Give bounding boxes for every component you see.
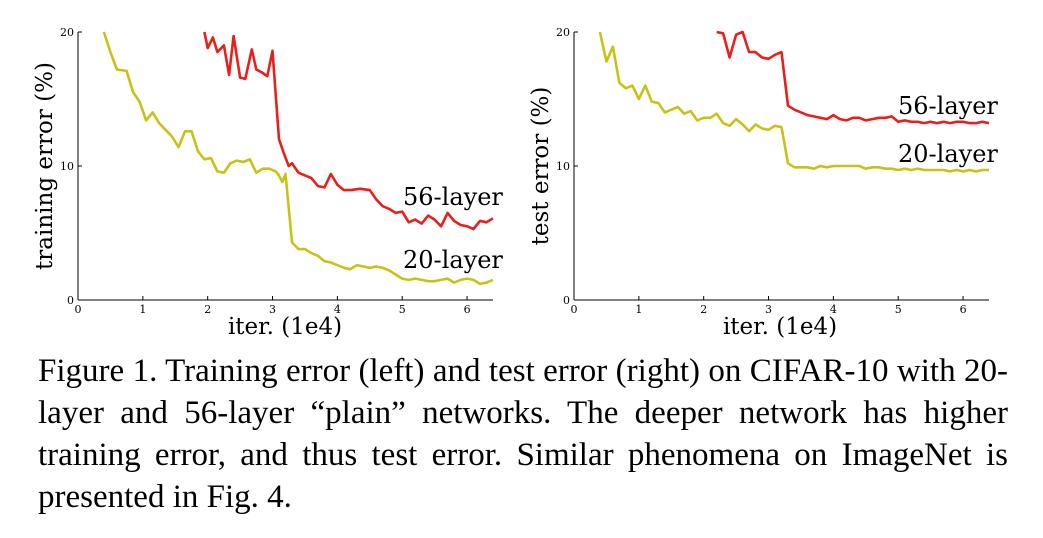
- left-y-tick-label: 0: [67, 294, 74, 307]
- left-y-tick-label: 10: [60, 160, 74, 173]
- right-x-tick-label: 5: [895, 303, 902, 316]
- right-y-ticks: 0 10 20: [556, 26, 578, 307]
- left-y-ticks: 0 10 20: [60, 26, 82, 307]
- right-x-tick-label: 4: [830, 303, 837, 316]
- left-y-axis-label: training error (%): [32, 62, 58, 270]
- right-label-20-layer: 20-layer: [898, 140, 998, 168]
- left-x-axis-label: iter. (1e4): [228, 314, 342, 340]
- right-y-tick-label: 20: [556, 26, 570, 39]
- right-y-tick-label: 10: [556, 160, 570, 173]
- right-x-axis-label: iter. (1e4): [723, 314, 837, 340]
- right-x-tick-label: 0: [571, 303, 578, 316]
- left-series-lines: [102, 31, 494, 286]
- right-x-tick-label: 6: [960, 303, 967, 316]
- left-x-tick-label: 5: [399, 303, 406, 316]
- right-label-56-layer: 56-layer: [898, 92, 998, 120]
- left-y-tick-label: 20: [60, 26, 74, 39]
- right-y-tick-label: 0: [563, 294, 570, 307]
- left-x-ticks: 0 1 2 3 4 5 6: [75, 296, 471, 316]
- left-x-tick-label: 1: [139, 303, 146, 316]
- right-y-axis-label: test error (%): [528, 87, 554, 246]
- left-x-tick-label: 0: [75, 303, 82, 316]
- test-error-chart: 0 1 2 3 4 5 6 0 10 20 iter. (1e4) test error (%)…: [528, 26, 998, 340]
- right-x-ticks: 0 1 2 3 4 5 6: [571, 296, 967, 316]
- left-x-tick-label: 4: [334, 303, 341, 316]
- left-series-56-layer: [203, 31, 494, 231]
- right-x-tick-label: 2: [700, 303, 707, 316]
- left-label-20-layer: 20-layer: [403, 246, 503, 274]
- figure-caption: Figure 1. Training error (left) and test…: [38, 353, 1008, 515]
- left-label-56-layer: 56-layer: [403, 183, 503, 211]
- left-x-tick-label: 2: [204, 303, 211, 316]
- right-series-56-layer: [716, 30, 990, 125]
- right-x-tick-label: 3: [765, 303, 772, 316]
- right-series-20-layer: [598, 31, 989, 173]
- right-series-lines: [598, 30, 990, 173]
- training-error-chart: 0 1 2 3 4 5 6 0 10 20 iter. (1e4) training error…: [32, 26, 503, 340]
- left-x-tick-label: 3: [269, 303, 276, 316]
- left-x-tick-label: 6: [464, 303, 471, 316]
- left-series-20-layer: [102, 31, 494, 286]
- right-x-tick-label: 1: [635, 303, 642, 316]
